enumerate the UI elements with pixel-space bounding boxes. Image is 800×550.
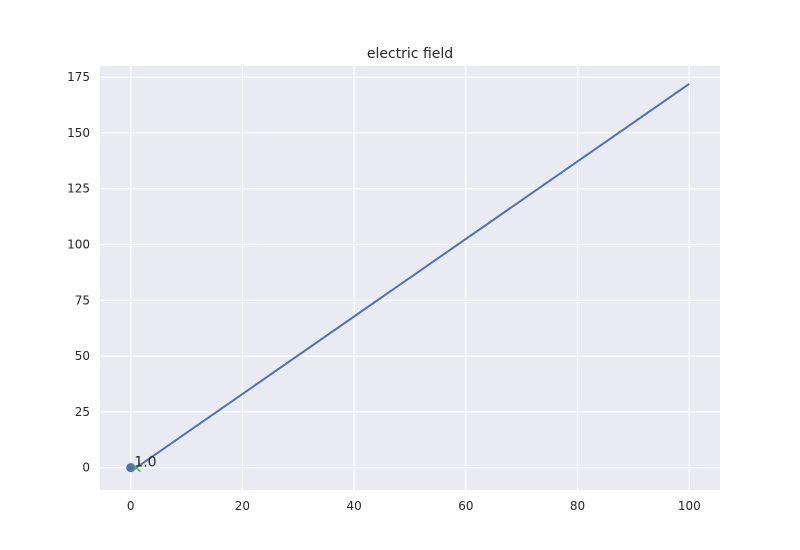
data-point-x-marker xyxy=(131,463,141,473)
x-tick-label: 40 xyxy=(347,499,362,513)
chart-title: electric field xyxy=(367,46,453,62)
x-tick-label: 20 xyxy=(235,499,250,513)
y-tick-label: 0 xyxy=(82,461,90,475)
point-annotation: 1.0 xyxy=(134,455,156,471)
y-tick-label: 125 xyxy=(67,182,90,196)
x-tick-label: 0 xyxy=(127,499,135,513)
x-tick-label: 100 xyxy=(678,499,701,513)
x-axis-ticks: 0 20 40 60 80 100 xyxy=(127,499,701,513)
x-marker-stroke xyxy=(131,463,141,473)
annotations: 1.0 xyxy=(134,455,156,471)
y-tick-label: 175 xyxy=(67,70,90,84)
y-tick-label: 100 xyxy=(67,238,90,252)
y-tick-label: 150 xyxy=(67,126,90,140)
y-tick-label: 75 xyxy=(75,293,90,307)
x-tick-label: 60 xyxy=(458,499,473,513)
series-line xyxy=(135,83,690,469)
series-group xyxy=(126,83,690,473)
y-tick-label: 50 xyxy=(75,349,90,363)
y-tick-label: 25 xyxy=(75,405,90,419)
grid xyxy=(100,66,720,490)
x-tick-label: 80 xyxy=(570,499,585,513)
y-axis-ticks: 0 25 50 75 100 125 150 175 xyxy=(67,70,90,475)
